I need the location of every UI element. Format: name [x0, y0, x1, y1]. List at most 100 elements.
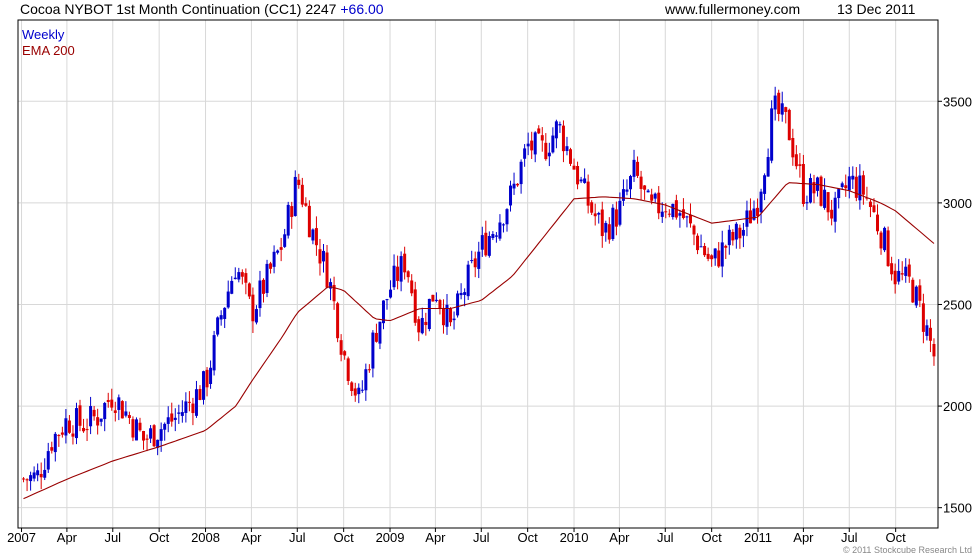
candle-body — [833, 197, 837, 222]
candle-body — [99, 418, 103, 422]
candle-body — [92, 409, 96, 417]
candle-body — [614, 209, 618, 227]
candle-body — [180, 412, 184, 416]
candle-body — [103, 403, 107, 420]
candle-body — [685, 216, 689, 218]
candle-body — [431, 294, 435, 302]
candle-body — [336, 303, 340, 339]
candle-body — [202, 371, 206, 400]
candle-body — [583, 178, 587, 183]
candle-body — [374, 332, 378, 342]
x-tick-label: Oct — [702, 530, 723, 545]
site-url[interactable]: www.fullermoney.com — [665, 1, 801, 17]
candle-body — [886, 230, 890, 267]
candle-body — [152, 425, 156, 447]
candle-body — [473, 258, 477, 268]
candle-body — [678, 213, 682, 216]
candle-body — [572, 165, 576, 170]
candle-body — [907, 264, 911, 277]
candle-body — [509, 185, 513, 206]
candle-body — [703, 245, 707, 256]
candle-body — [406, 271, 410, 278]
candle-body — [632, 159, 636, 177]
candle-body — [812, 181, 816, 194]
candle-body — [325, 252, 329, 288]
candle-body — [184, 401, 188, 413]
candle-body — [928, 327, 932, 341]
x-tick-label: Oct — [886, 530, 907, 545]
candle-body — [343, 351, 347, 356]
weekly-candles — [22, 86, 936, 492]
candle-body — [265, 263, 269, 293]
candle-body — [710, 255, 714, 260]
candle-body — [826, 192, 830, 213]
candle-body — [819, 176, 823, 206]
candle-body — [600, 209, 604, 237]
candle-body — [868, 201, 872, 207]
candle-body — [71, 433, 75, 437]
candle-body — [67, 420, 71, 433]
candle-body — [50, 447, 54, 451]
candle-body — [533, 132, 537, 155]
x-tick-label: 2010 — [560, 530, 589, 545]
candle-body — [569, 149, 573, 164]
y-tick-label: 2000 — [943, 399, 972, 414]
x-tick-label: 2007 — [7, 530, 36, 545]
candle-body — [332, 284, 336, 302]
candle-body — [106, 399, 110, 403]
candle-body — [932, 343, 936, 357]
candle-body — [424, 321, 428, 326]
candle-body — [579, 179, 583, 182]
candle-body — [445, 304, 449, 327]
candle-body — [590, 202, 594, 213]
chart-title-line: Cocoa NYBOT 1st Month Continuation (CC1)… — [20, 1, 384, 17]
candle-body — [364, 369, 368, 391]
candle-body — [304, 203, 308, 206]
candle-body — [251, 294, 255, 322]
candle-body — [639, 176, 643, 189]
candle-body — [39, 473, 43, 478]
candle-body — [911, 279, 915, 303]
candle-body — [60, 432, 64, 435]
candle-body — [113, 410, 117, 413]
candle-body — [724, 245, 728, 248]
candle-body — [396, 266, 400, 281]
candle-body — [297, 179, 301, 186]
candle-body — [551, 135, 555, 153]
candle-body — [512, 183, 516, 189]
candle-body — [314, 228, 318, 246]
candle-body — [879, 232, 883, 249]
candle-body — [487, 235, 491, 256]
candle-body — [381, 300, 385, 324]
candle-body — [667, 213, 671, 215]
candle-body — [876, 214, 880, 232]
candle-body — [763, 175, 767, 194]
candle-body — [417, 319, 421, 333]
candle-body — [427, 298, 431, 330]
candle-body — [837, 189, 841, 199]
candle-body — [519, 161, 523, 185]
price-change: +66.00 — [340, 1, 384, 17]
grid-lines — [18, 20, 938, 528]
candle-body — [353, 388, 357, 396]
candle-body — [660, 211, 664, 217]
y-axis: 1500 2000 2500 3000 3500 — [938, 94, 972, 516]
candle-body — [78, 405, 82, 426]
candle-body — [883, 227, 887, 251]
candle-body — [346, 358, 350, 382]
candle-body — [223, 307, 227, 319]
candle-body — [89, 406, 93, 427]
candle-body — [226, 291, 230, 308]
candle-body — [554, 121, 558, 139]
candle-body — [392, 265, 396, 288]
candle-body — [893, 270, 897, 285]
candle-body — [233, 277, 237, 280]
candle-body — [198, 388, 202, 400]
candle-body — [321, 250, 325, 262]
candle-body — [219, 315, 223, 320]
candle-body — [286, 204, 290, 236]
candle-body — [29, 475, 33, 482]
candle-body — [794, 154, 798, 167]
candle-body — [43, 469, 47, 478]
